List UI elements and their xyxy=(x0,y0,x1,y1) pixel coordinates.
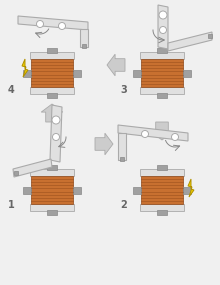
Polygon shape xyxy=(80,29,88,47)
Bar xyxy=(30,87,74,94)
Bar xyxy=(30,204,74,211)
Bar xyxy=(31,176,73,204)
Bar xyxy=(14,171,18,175)
Circle shape xyxy=(52,116,60,124)
Bar xyxy=(30,169,74,176)
Bar xyxy=(157,48,167,53)
Text: 1: 1 xyxy=(8,200,15,210)
Bar xyxy=(47,210,57,215)
Bar xyxy=(157,165,167,170)
Polygon shape xyxy=(151,122,173,140)
Bar xyxy=(73,186,81,194)
Bar xyxy=(183,186,191,194)
Circle shape xyxy=(160,27,167,34)
Bar xyxy=(157,93,167,98)
Polygon shape xyxy=(95,133,113,155)
Bar xyxy=(157,210,167,215)
Circle shape xyxy=(141,131,148,137)
Bar xyxy=(47,165,57,170)
Polygon shape xyxy=(158,5,168,49)
Circle shape xyxy=(37,21,44,27)
Text: 2: 2 xyxy=(120,200,127,210)
Polygon shape xyxy=(118,125,188,141)
Bar xyxy=(140,204,184,211)
Bar xyxy=(82,44,86,48)
Bar xyxy=(120,157,124,161)
Bar xyxy=(141,59,183,87)
Circle shape xyxy=(159,11,167,19)
Polygon shape xyxy=(41,104,63,122)
Bar xyxy=(31,59,73,87)
Circle shape xyxy=(59,23,66,30)
Polygon shape xyxy=(22,59,28,77)
Bar xyxy=(73,70,81,76)
Polygon shape xyxy=(50,105,62,162)
Bar xyxy=(133,70,141,76)
Bar xyxy=(133,186,141,194)
Text: 4: 4 xyxy=(8,85,15,95)
Bar xyxy=(140,52,184,59)
Circle shape xyxy=(172,133,178,141)
Bar xyxy=(47,48,57,53)
Polygon shape xyxy=(13,159,52,177)
Bar xyxy=(30,52,74,59)
Circle shape xyxy=(53,133,59,141)
Bar xyxy=(208,34,212,38)
Bar xyxy=(141,176,183,204)
Bar xyxy=(23,186,31,194)
Polygon shape xyxy=(168,32,212,51)
Bar xyxy=(140,169,184,176)
Polygon shape xyxy=(18,16,88,30)
Polygon shape xyxy=(118,133,126,160)
Bar xyxy=(140,87,184,94)
Polygon shape xyxy=(107,54,125,76)
Polygon shape xyxy=(188,179,194,197)
Bar xyxy=(183,70,191,76)
Bar xyxy=(47,93,57,98)
Text: 3: 3 xyxy=(120,85,127,95)
Bar xyxy=(23,70,31,76)
